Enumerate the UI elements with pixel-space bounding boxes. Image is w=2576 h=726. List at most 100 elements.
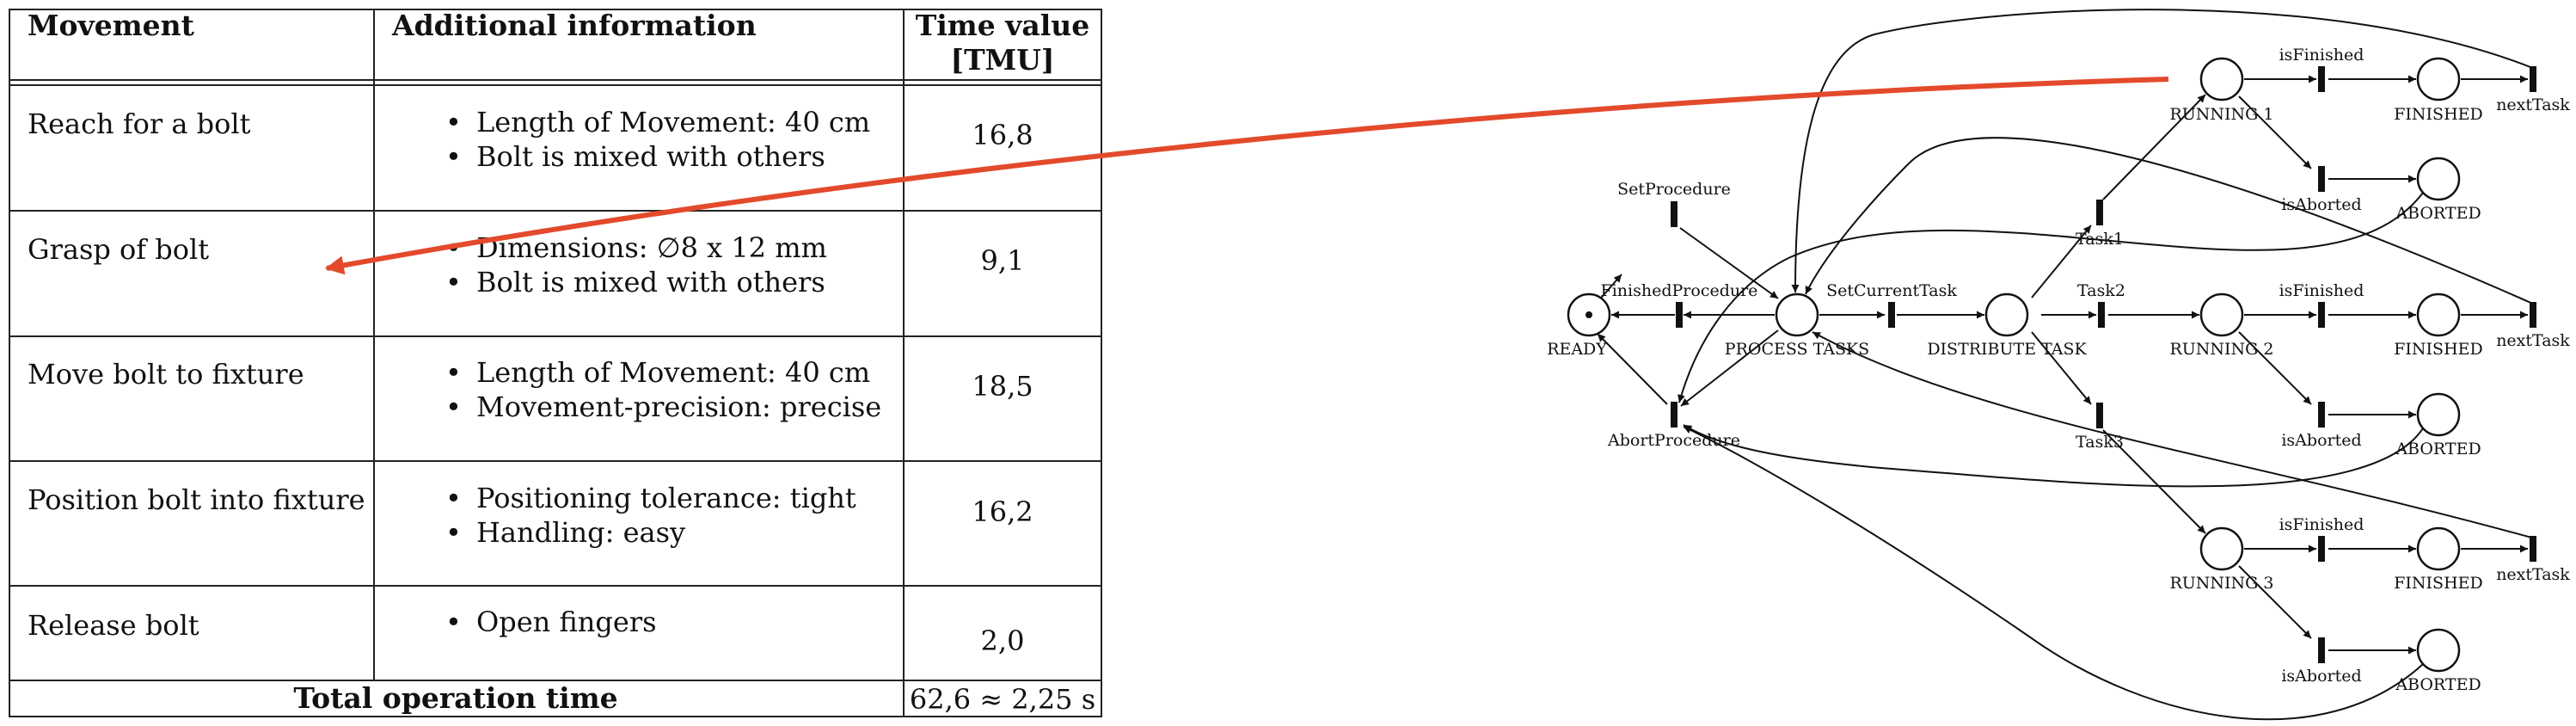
arc-task1-to-running1 (2102, 94, 2206, 200)
row-5-movement: Release bolt (28, 609, 199, 642)
transition-finished-procedure (1676, 302, 1683, 328)
arc-aborted2-to-abortprocedure (1683, 424, 2424, 488)
transition-next-task-3 (2530, 536, 2536, 562)
label-next-task-2: nextTask (2496, 331, 2570, 350)
arc-running1-to-isaborted1 (2238, 95, 2312, 169)
place-process-tasks (1775, 292, 1819, 337)
row-4-info-item: Handling: easy (445, 515, 856, 550)
arc-task3-to-running3 (2102, 429, 2206, 534)
row-2-time: 9,1 (980, 244, 1025, 277)
label-running-3: RUNNING 3 (2169, 574, 2273, 593)
row-3-movement: Move bolt to fixture (28, 358, 304, 391)
label-running-1: RUNNING 1 (2169, 105, 2273, 124)
row-1-time: 16,8 (972, 119, 1033, 151)
label-running-2: RUNNING 2 (2169, 340, 2273, 359)
transition-next-task-1 (2530, 66, 2536, 92)
label-task3: Task3 (2076, 433, 2124, 452)
label-distribute-task: DISTRIBUTE TASK (1927, 340, 2087, 359)
row-2-info-item: Bolt is mixed with others (445, 265, 827, 299)
table-rule-row (9, 460, 1102, 462)
label-aborted-2: ABORTED (2395, 440, 2481, 458)
table-rule-row (9, 585, 1102, 587)
transition-next-task-2 (2530, 302, 2536, 328)
label-set-procedure: SetProcedure (1617, 180, 1731, 199)
transition-task3 (2096, 403, 2103, 428)
row-4-info: Positioning tolerance: tight Handling: e… (425, 481, 856, 550)
label-process-tasks: PROCESS TASKS (1725, 340, 1869, 359)
arc-running3-to-isaborted3 (2238, 565, 2312, 639)
transition-set-procedure (1671, 201, 1677, 227)
transition-is-finished-3 (2318, 536, 2325, 562)
table-rule-left (9, 9, 10, 717)
label-is-aborted-3: isAborted (2281, 667, 2361, 686)
arc-running2-to-isaborted2 (2238, 331, 2312, 405)
label-next-task-3: nextTask (2496, 565, 2570, 584)
label-abort-procedure: AbortProcedure (1607, 431, 1740, 450)
row-1-info: Length of Movement: 40 cm Bolt is mixed … (425, 105, 870, 174)
arc-aborted3-to-abortprocedure (1683, 426, 2424, 721)
arc-nexttask1-to-process (1791, 9, 2536, 293)
table-rule-bottom (9, 716, 1102, 717)
row-4-time: 16,2 (972, 495, 1033, 528)
header-time-value-unit: [TMU] (950, 43, 1055, 77)
table-rule-row (9, 210, 1102, 212)
place-running-2 (2199, 292, 2244, 337)
total-operation-time-value: 62,6 ≈ 2,25 s (909, 683, 1096, 716)
table-rule-row (9, 335, 1102, 337)
row-5-info-item: Open fingers (445, 605, 656, 639)
row-2-info-item: Dimensions: ∅8 x 12 mm (445, 231, 827, 265)
label-is-aborted-1: isAborted (2281, 195, 2361, 214)
label-task2: Task2 (2077, 281, 2125, 300)
label-finished-2: FINISHED (2394, 340, 2483, 359)
table-rule-right (1101, 9, 1102, 717)
table-rule-top (9, 9, 1102, 10)
transition-abort-procedure (1671, 402, 1677, 428)
place-aborted-2 (2416, 392, 2461, 437)
arc-abortprocedure-to-ready (1597, 333, 1668, 405)
row-3-info-item: Movement-precision: precise (445, 390, 881, 424)
transition-task2 (2098, 302, 2105, 328)
mtm-table: Movement Additional information Time val… (9, 9, 1102, 717)
row-4-movement: Position bolt into fixture (28, 483, 365, 516)
arc-aborted1-to-abortprocedure (1677, 192, 2424, 403)
label-is-aborted-2: isAborted (2281, 431, 2361, 450)
transitions (1671, 66, 2536, 663)
diagram-labels: READY PROCESS TASKS DISTRIBUTE TASK RUNN… (1547, 46, 2570, 694)
table-rule-col2 (903, 9, 905, 717)
label-ready: READY (1547, 340, 1607, 359)
label-next-task-1: nextTask (2496, 95, 2570, 114)
places (1567, 57, 2461, 673)
transition-is-aborted-1 (2318, 166, 2325, 192)
label-set-current-task: SetCurrentTask (1826, 281, 1957, 300)
place-running-1 (2199, 57, 2244, 102)
place-distribute-task (1984, 292, 2029, 337)
place-finished-3 (2416, 526, 2461, 571)
table-rule-header-double (9, 84, 1102, 86)
transition-set-current-task (1888, 302, 1895, 328)
place-finished-2 (2416, 292, 2461, 337)
header-time-value-line1: Time value (915, 9, 1090, 42)
row-5-time: 2,0 (980, 624, 1025, 657)
transition-task1 (2096, 200, 2103, 225)
row-5-info: Open fingers (425, 605, 656, 639)
label-is-finished-2: isFinished (2279, 281, 2364, 300)
place-aborted-1 (2416, 157, 2461, 201)
total-operation-time-label: Total operation time (293, 681, 618, 715)
label-aborted-3: ABORTED (2395, 675, 2481, 694)
label-is-finished-1: isFinished (2279, 46, 2364, 65)
label-is-finished-3: isFinished (2279, 515, 2364, 534)
table-rule-col1 (373, 9, 375, 681)
label-finished-1: FINISHED (2394, 105, 2483, 124)
transition-is-finished-1 (2318, 66, 2325, 92)
header-movement: Movement (28, 9, 194, 42)
header-additional-information: Additional information (392, 9, 757, 42)
row-1-info-item: Length of Movement: 40 cm (445, 105, 870, 139)
row-4-info-item: Positioning tolerance: tight (445, 481, 856, 515)
transition-is-aborted-3 (2318, 637, 2325, 663)
row-3-time: 18,5 (972, 370, 1033, 403)
row-3-info-item: Length of Movement: 40 cm (445, 355, 881, 390)
place-aborted-3 (2416, 628, 2461, 673)
arc-nexttask2-to-process (1805, 137, 2536, 305)
arcs (1597, 9, 2536, 721)
